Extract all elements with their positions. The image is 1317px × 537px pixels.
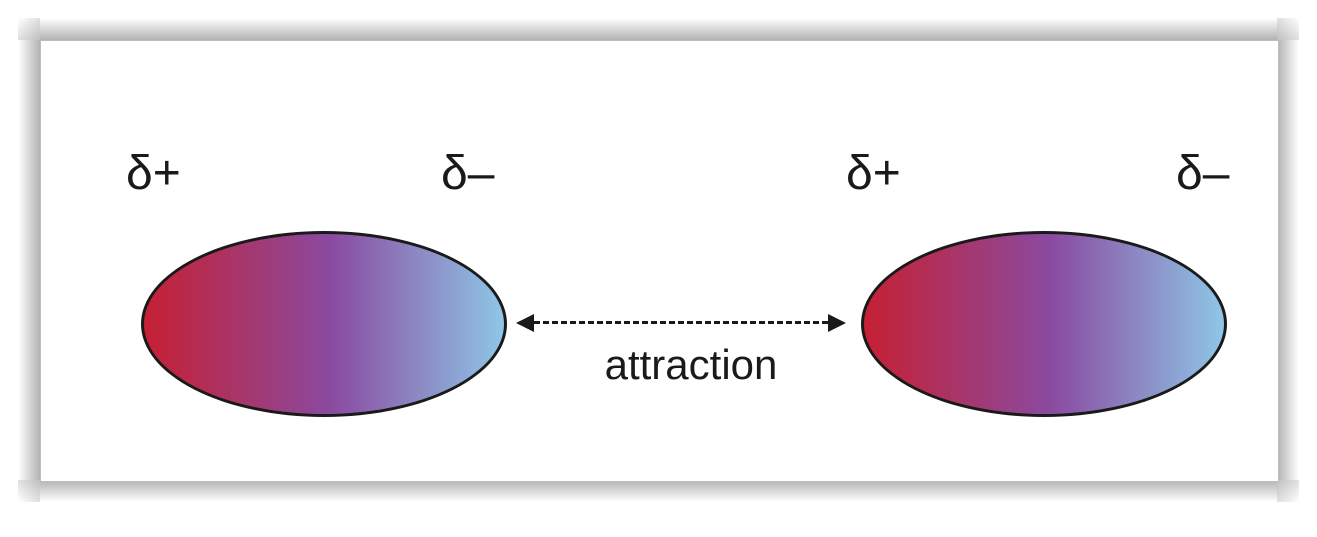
attraction-arrow [534, 321, 828, 324]
panel-shadow [1277, 18, 1299, 40]
molecule-right [861, 231, 1227, 417]
diagram-panel: δ+ δ– δ+ δ– attraction [40, 40, 1279, 482]
arrow-head-left-icon [516, 314, 534, 332]
charge-right-negative: δ– [1176, 146, 1229, 201]
panel-shadow [1277, 40, 1299, 480]
panel-shadow [40, 480, 1277, 502]
panel-shadow [18, 40, 40, 480]
charge-left-positive: δ+ [126, 146, 181, 201]
charge-left-negative: δ– [441, 146, 494, 201]
canvas: δ+ δ– δ+ δ– attraction [0, 0, 1317, 537]
charge-right-positive: δ+ [846, 146, 901, 201]
panel-shadow [18, 18, 40, 40]
panel-shadow [18, 480, 40, 502]
arrow-head-right-icon [828, 314, 846, 332]
panel-shadow [40, 18, 1277, 40]
molecule-left [141, 231, 507, 417]
panel-shadow [1277, 480, 1299, 502]
attraction-label: attraction [581, 341, 801, 389]
